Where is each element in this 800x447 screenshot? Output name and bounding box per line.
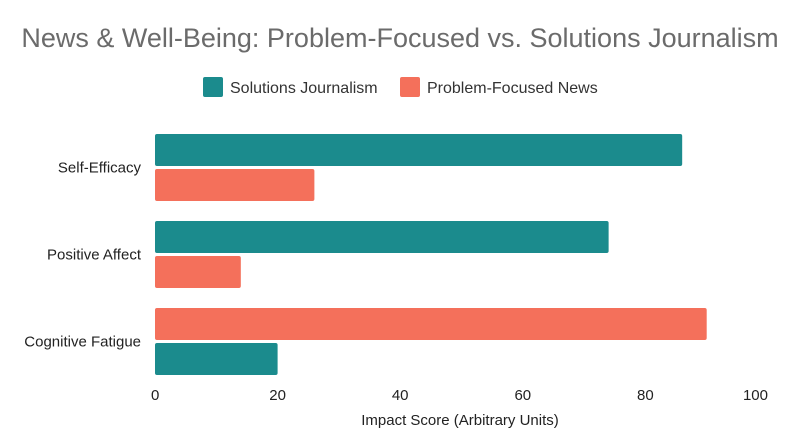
category-label: Self-Efficacy xyxy=(58,160,142,177)
bar-problem-positive-affect xyxy=(155,256,241,288)
category-label: Positive Affect xyxy=(47,247,142,264)
x-axis-title: Impact Score (Arbitrary Units) xyxy=(361,412,559,429)
x-tick-label: 100 xyxy=(743,387,768,404)
bar-solutions-positive-affect xyxy=(155,221,609,253)
x-tick-label: 60 xyxy=(514,387,531,404)
category-label: Cognitive Fatigue xyxy=(24,334,141,351)
x-tick-label: 0 xyxy=(151,387,159,404)
bar-problem-self-efficacy xyxy=(155,169,315,201)
legend-label-problem: Problem-Focused News xyxy=(427,80,598,97)
bar-solutions-cognitive-fatigue xyxy=(155,343,278,375)
legend-swatch-problem xyxy=(400,77,420,97)
chart-title: News & Well-Being: Problem-Focused vs. S… xyxy=(21,23,778,53)
plot-area: Self-Efficacy Positive Affect Cognitive Fa… xyxy=(24,134,768,404)
x-tick-label: 80 xyxy=(637,387,654,404)
bar-problem-cognitive-fatigue xyxy=(155,308,707,340)
legend-swatch-solutions xyxy=(203,77,223,97)
bar-solutions-self-efficacy xyxy=(155,134,683,166)
legend-label-solutions: Solutions Journalism xyxy=(230,80,378,97)
x-tick-label: 40 xyxy=(392,387,409,404)
legend: Solutions Journalism Problem-Focused New… xyxy=(203,77,598,97)
x-tick-label: 20 xyxy=(269,387,286,404)
